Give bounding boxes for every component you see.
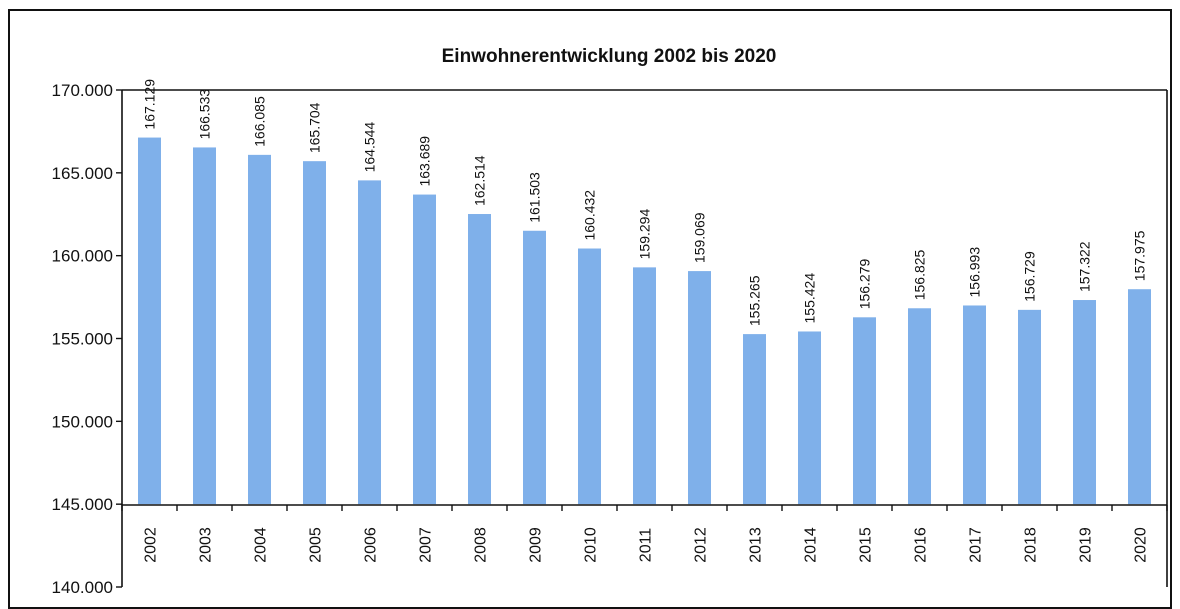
x-tick-label-2010: 2010 — [583, 527, 600, 563]
data-label-2008: 162.514 — [472, 155, 488, 206]
x-tick-label-2007: 2007 — [418, 527, 435, 563]
bar-2004 — [248, 154, 271, 505]
x-tick-label-2008: 2008 — [473, 527, 490, 563]
y-tick-label: 155.000 — [52, 330, 113, 349]
data-label-2016: 156.825 — [912, 249, 928, 300]
bar-2002 — [138, 137, 161, 505]
bar-2020 — [1128, 289, 1151, 505]
x-tick-label-2006: 2006 — [363, 527, 380, 563]
bar-2017 — [963, 305, 986, 505]
data-label-2004: 166.085 — [252, 96, 268, 147]
bar-2011 — [633, 267, 656, 505]
bar-2007 — [413, 194, 436, 505]
data-label-2017: 156.993 — [967, 247, 983, 298]
x-tick-label-2019: 2019 — [1078, 527, 1095, 563]
bar-2003 — [193, 147, 216, 505]
data-label-2006: 164.544 — [362, 122, 378, 173]
data-label-2012: 159.069 — [692, 212, 708, 263]
bars-group — [138, 137, 1151, 505]
data-label-2014: 155.424 — [802, 273, 818, 324]
x-tick-label-2018: 2018 — [1023, 527, 1040, 563]
bar-2010 — [578, 248, 601, 505]
y-tick-label: 165.000 — [52, 164, 113, 183]
x-tick-label-2009: 2009 — [528, 527, 545, 563]
bar-2006 — [358, 180, 381, 505]
data-label-2019: 157.322 — [1077, 241, 1093, 292]
data-label-2020: 157.975 — [1132, 230, 1148, 281]
bar-2018 — [1018, 309, 1041, 505]
x-tick-label-2014: 2014 — [803, 527, 820, 563]
x-tick-label-2017: 2017 — [968, 527, 985, 563]
x-tick-label-2015: 2015 — [858, 527, 875, 563]
bar-2019 — [1073, 300, 1096, 505]
bar-2008 — [468, 214, 491, 505]
chart-title: Einwohnerentwicklung 2002 bis 2020 — [442, 46, 777, 67]
bar-2012 — [688, 271, 711, 505]
bar-2005 — [303, 161, 326, 505]
data-label-2007: 163.689 — [417, 136, 433, 187]
bar-2015 — [853, 317, 876, 505]
data-label-2011: 159.294 — [637, 209, 653, 260]
x-tick-label-2011: 2011 — [638, 528, 655, 563]
data-label-2015: 156.279 — [857, 258, 873, 309]
x-tick-label-2005: 2005 — [308, 527, 325, 563]
y-tick-label: 160.000 — [52, 247, 113, 266]
data-label-2018: 156.729 — [1022, 251, 1038, 302]
data-label-2010: 160.432 — [582, 190, 598, 241]
x-tick-label-2003: 2003 — [198, 527, 215, 563]
y-tick-label: 150.000 — [52, 412, 113, 431]
bar-2014 — [798, 331, 821, 505]
bar-2009 — [523, 230, 546, 505]
y-tick-label: 170.000 — [52, 81, 113, 100]
x-tick-label-2016: 2016 — [913, 527, 930, 563]
x-tick-label-2002: 2002 — [143, 527, 160, 563]
y-tick-label: 140.000 — [52, 578, 113, 597]
data-labels-group: 167.129 166.533 166.085 165.704 164.544 163.6… — [142, 79, 1148, 326]
data-label-2005: 165.704 — [307, 102, 323, 153]
y-tick-label: 145.000 — [52, 495, 113, 514]
x-tick-label-2004: 2004 — [253, 527, 270, 563]
x-tick-label-2012: 2012 — [693, 527, 710, 563]
data-label-2013: 155.265 — [747, 275, 763, 326]
x-tick-label-2020: 2020 — [1133, 527, 1150, 563]
x-axis: 2002 2003 2004 2005 2006 2007 2008 2009 2010 2011… — [121, 89, 1168, 587]
data-label-2003: 166.533 — [197, 89, 213, 140]
data-label-2009: 161.503 — [527, 172, 543, 223]
x-tick-label-2013: 2013 — [748, 527, 765, 563]
bar-2013 — [743, 334, 766, 505]
data-label-2002: 167.129 — [142, 79, 158, 130]
y-axis: 170.000 165.000 160.000 155.000 150.000 145.0… — [52, 81, 123, 597]
bar-2016 — [908, 308, 931, 505]
